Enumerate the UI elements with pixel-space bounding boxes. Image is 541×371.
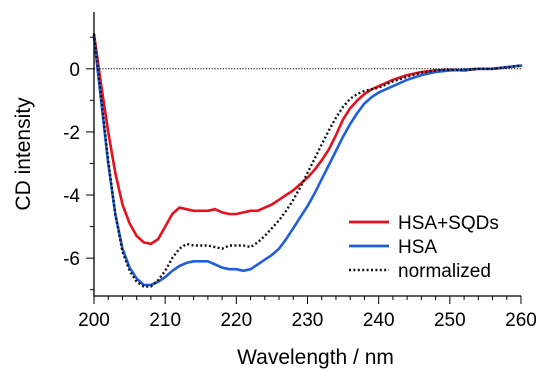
x-tick-label: 210 bbox=[149, 310, 181, 331]
legend-label-1: HSA+SQDs bbox=[398, 213, 499, 234]
legend: HSA+SQDs HSA normalized bbox=[349, 213, 499, 282]
x-tick-label: 230 bbox=[292, 310, 324, 331]
axes: 200 210 220 230 240 250 260 0 -2 -4 -6 Wavelength /… bbox=[12, 12, 537, 369]
series-line-2 bbox=[92, 35, 523, 287]
x-tick-label: 260 bbox=[505, 310, 537, 331]
legend-label-2: HSA bbox=[398, 237, 437, 258]
plot-lines bbox=[92, 32, 523, 288]
legend-label-3: normalized bbox=[398, 261, 491, 282]
series-line-3 bbox=[92, 33, 522, 288]
x-tick-label: 200 bbox=[78, 310, 110, 331]
series-line-1 bbox=[92, 32, 523, 246]
x-tick-label: 250 bbox=[434, 310, 466, 331]
y-tick-label: -2 bbox=[63, 123, 80, 144]
y-tick-label: 0 bbox=[69, 60, 80, 81]
x-axis-title: Wavelength / nm bbox=[237, 346, 394, 369]
y-tick-label: -6 bbox=[63, 249, 80, 270]
x-tick-label: 240 bbox=[363, 310, 395, 331]
x-tick-label: 220 bbox=[220, 310, 252, 331]
y-tick-label: -4 bbox=[63, 186, 80, 207]
y-axis-title: CD intensity bbox=[12, 97, 35, 211]
